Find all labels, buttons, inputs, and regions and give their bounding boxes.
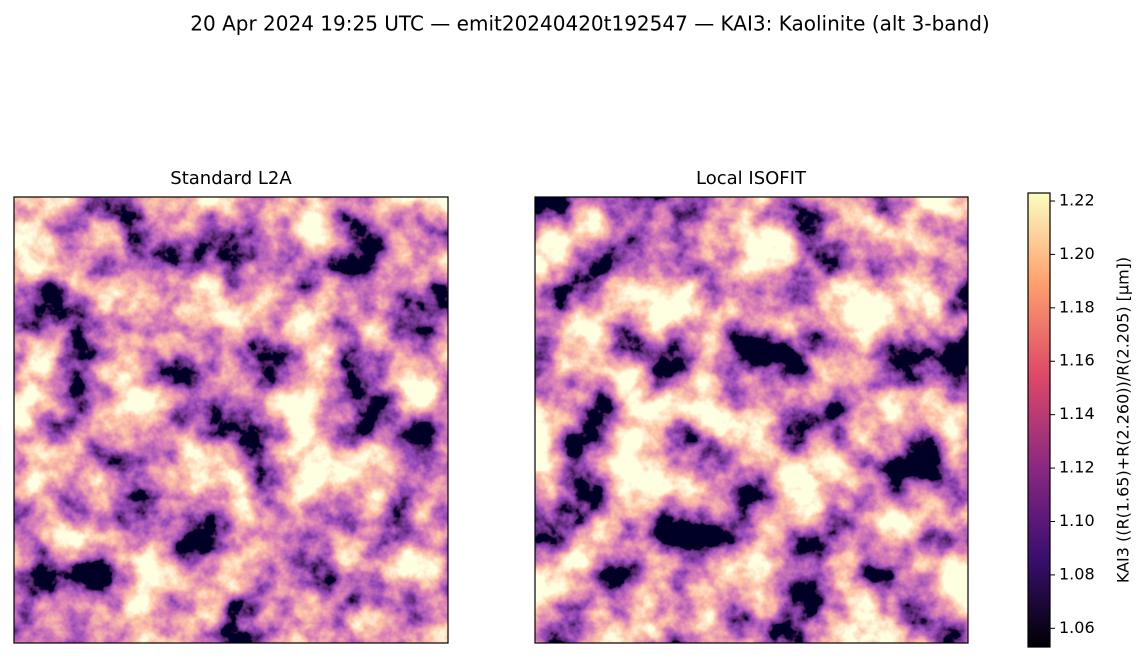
tick-label: 1.12 — [1059, 458, 1095, 477]
panel-title: Local ISOFIT — [696, 168, 807, 189]
tick-label: 1.08 — [1059, 564, 1095, 583]
tick-label: 1.16 — [1059, 351, 1095, 370]
raster-image — [535, 197, 968, 643]
panel-title: Standard L2A — [170, 168, 292, 189]
tick-label: 1.18 — [1059, 297, 1095, 316]
tick-label: 1.10 — [1059, 511, 1095, 530]
panel-frame — [534, 196, 969, 644]
tick-label: 1.20 — [1059, 244, 1095, 263]
panel-frame — [13, 196, 449, 644]
tick-label: 1.22 — [1059, 191, 1095, 210]
figure-title: 20 Apr 2024 19:25 UTC — emit20240420t192… — [190, 12, 989, 36]
tick-label: 1.06 — [1059, 618, 1095, 637]
colorbar-label: KAI3 ((R(1.65)+R(2.260))/R(2.205) [µm]) — [1114, 257, 1133, 583]
colorbar — [1027, 192, 1051, 648]
raster-image — [14, 197, 448, 643]
tick-label: 1.14 — [1059, 404, 1095, 423]
